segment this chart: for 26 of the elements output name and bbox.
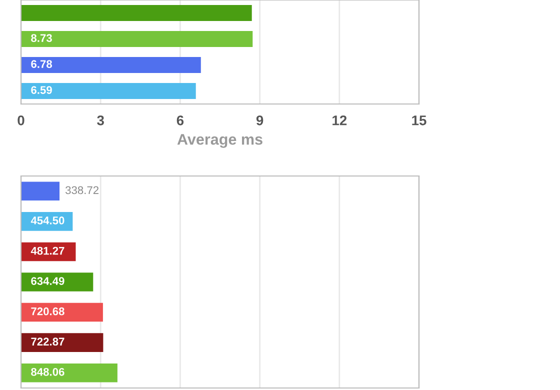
bar [21, 363, 118, 382]
data-label: 722.87 [31, 338, 64, 346]
bar [21, 4, 252, 22]
bar [21, 272, 94, 292]
data-label: 454.50 [30, 216, 64, 224]
x-tick-label: 3 [97, 115, 104, 126]
data-label: 6.59 [31, 86, 52, 94]
data-label: 8.73 [31, 34, 52, 42]
bar [21, 30, 253, 48]
x-tick-label: 12 [332, 115, 347, 126]
data-label: 481.27 [30, 246, 64, 255]
bar [21, 56, 201, 74]
bar [21, 82, 196, 100]
x-tick-label: 0 [18, 115, 24, 126]
data-label: 720.68 [31, 307, 64, 316]
x-tick-label: 9 [256, 115, 264, 126]
x-tick-label: 15 [412, 116, 426, 126]
bar [21, 333, 104, 352]
data-label: 634.49 [31, 277, 64, 285]
data-label: 6.78 [31, 60, 52, 68]
x-axis-title: Average ms [177, 134, 262, 148]
bar [21, 182, 60, 201]
x-tick-label: 6 [176, 115, 184, 126]
bar [21, 302, 103, 322]
data-label: 338.72 [65, 186, 98, 194]
data-label: 848.06 [31, 368, 64, 376]
